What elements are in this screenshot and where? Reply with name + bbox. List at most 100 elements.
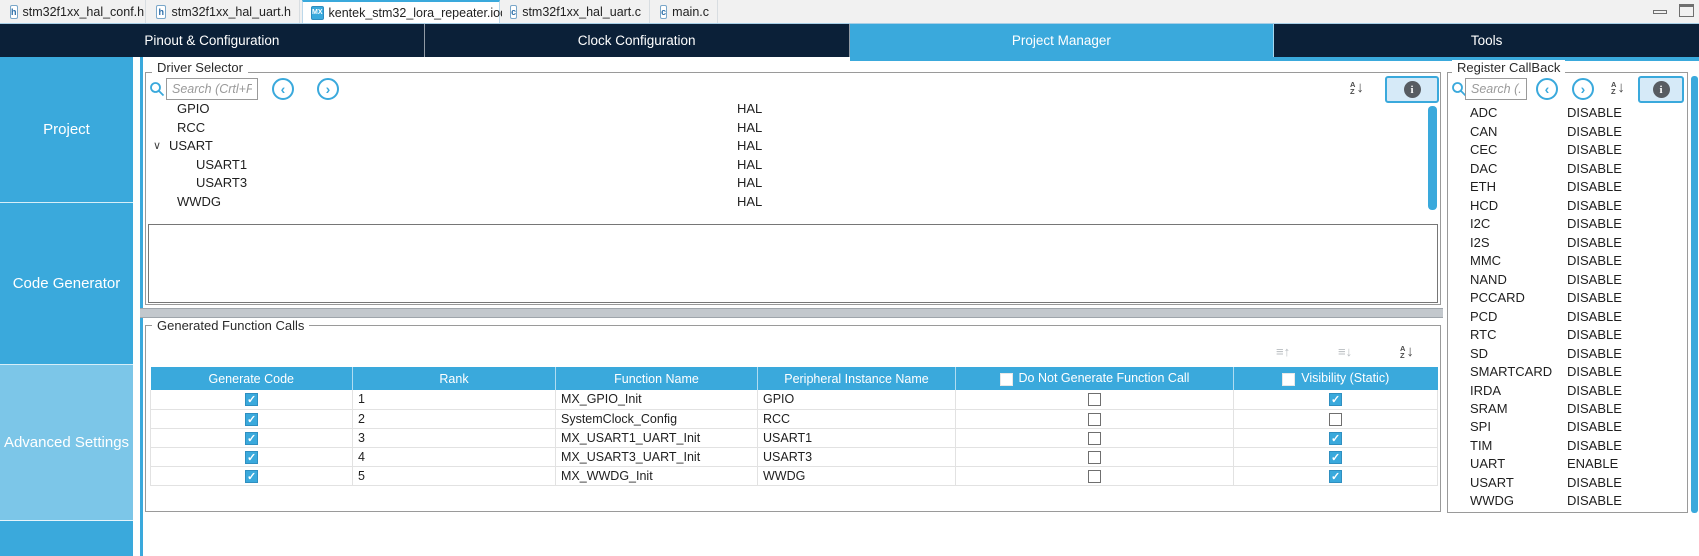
callback-value[interactable]: DISABLE xyxy=(1567,124,1622,139)
table-row: 2 SystemClock_Config RCC xyxy=(150,409,1438,429)
col-generate-code[interactable]: Generate Code xyxy=(150,367,353,390)
driver-list-scrollbar[interactable] xyxy=(1428,106,1437,210)
callback-value[interactable]: DISABLE xyxy=(1567,235,1622,250)
callback-value[interactable]: DISABLE xyxy=(1567,290,1622,305)
generate-code-checkbox[interactable] xyxy=(245,393,258,407)
callback-value[interactable]: DISABLE xyxy=(1567,438,1622,453)
driver-type[interactable]: HAL xyxy=(737,138,763,153)
move-up-icon[interactable]: ≡ ↑ xyxy=(1276,344,1291,359)
col-function-name[interactable]: Function Name xyxy=(555,367,758,390)
visibility-checkbox[interactable] xyxy=(1329,393,1342,407)
do-not-generate-checkbox[interactable] xyxy=(1088,469,1101,483)
driver-row-gpio[interactable]: GPIO HAL xyxy=(144,100,1424,118)
rank-cell[interactable]: 3 xyxy=(352,428,556,448)
editor-tab-main-c[interactable]: c main.c xyxy=(652,0,718,23)
rank-cell[interactable]: 1 xyxy=(352,390,556,410)
visibility-checkbox[interactable] xyxy=(1329,431,1342,445)
driver-row-rcc[interactable]: RCC HAL xyxy=(144,119,1424,137)
col-peripheral-instance-name[interactable]: Peripheral Instance Name xyxy=(757,367,956,390)
do-not-generate-checkbox[interactable] xyxy=(1088,431,1101,445)
tab-clock-configuration[interactable]: Clock Configuration xyxy=(425,24,850,57)
rank-cell[interactable]: 2 xyxy=(352,409,556,429)
tab-tools[interactable]: Tools xyxy=(1470,33,1503,48)
callback-value[interactable]: DISABLE xyxy=(1567,179,1622,194)
search-next-button[interactable]: › xyxy=(1572,78,1594,100)
function-name-cell[interactable]: MX_WWDG_Init xyxy=(555,466,758,486)
callback-value[interactable]: DISABLE xyxy=(1567,383,1622,398)
visibility-checkbox[interactable] xyxy=(1329,412,1342,426)
col-rank[interactable]: Rank xyxy=(352,367,556,390)
rank-cell[interactable]: 4 xyxy=(352,447,556,467)
generate-code-checkbox[interactable] xyxy=(245,450,258,464)
visibility-checkbox[interactable] xyxy=(1329,469,1342,483)
callback-value[interactable]: DISABLE xyxy=(1567,364,1622,379)
maximize-icon[interactable] xyxy=(1679,4,1694,17)
do-not-generate-checkbox[interactable] xyxy=(1088,412,1101,426)
callback-value[interactable]: DISABLE xyxy=(1567,475,1622,490)
editor-tab-hal-uart-c[interactable]: c stm32f1xx_hal_uart.c xyxy=(502,0,650,23)
callback-value[interactable]: DISABLE xyxy=(1567,272,1622,287)
callback-value[interactable]: DISABLE xyxy=(1567,327,1622,342)
callback-value[interactable]: DISABLE xyxy=(1567,142,1622,157)
driver-info-button[interactable]: i xyxy=(1385,76,1439,103)
driver-type[interactable]: HAL xyxy=(737,157,763,172)
register-callback-search-input[interactable] xyxy=(1465,78,1527,100)
sidebar-content-divider xyxy=(140,57,143,556)
sidebar-item-advanced-settings[interactable]: Advanced Settings xyxy=(0,365,133,521)
col-do-not-generate[interactable]: Do Not Generate Function Call xyxy=(955,367,1234,390)
minimize-icon[interactable] xyxy=(1653,10,1667,14)
register-info-button[interactable]: i xyxy=(1638,76,1684,103)
do-not-generate-checkbox[interactable] xyxy=(1088,450,1101,464)
callback-value[interactable]: DISABLE xyxy=(1567,161,1622,176)
driver-type[interactable]: HAL xyxy=(737,194,763,209)
driver-type[interactable]: HAL xyxy=(737,175,763,190)
editor-tab-hal-uart-h[interactable]: h stm32f1xx_hal_uart.h xyxy=(148,0,300,23)
callback-value[interactable]: DISABLE xyxy=(1567,493,1622,508)
col-visibility-static[interactable]: Visibility (Static) xyxy=(1233,367,1438,390)
driver-row-usart1[interactable]: USART1 HAL xyxy=(144,156,1424,174)
search-prev-button[interactable]: ‹ xyxy=(1536,78,1558,100)
driver-type[interactable]: HAL xyxy=(737,101,763,116)
driver-row-wwdg[interactable]: WWDG HAL xyxy=(144,193,1424,211)
function-name-cell[interactable]: MX_USART1_UART_Init xyxy=(555,428,758,448)
function-name-cell[interactable]: MX_USART3_UART_Init xyxy=(555,447,758,467)
search-prev-button[interactable]: ‹ xyxy=(272,78,294,100)
driver-row-usart3[interactable]: USART3 HAL xyxy=(144,174,1424,192)
editor-tab-hal-conf-h[interactable]: h stm32f1xx_hal_conf.h xyxy=(2,0,146,23)
driver-search-input[interactable] xyxy=(166,78,258,100)
generate-code-checkbox[interactable] xyxy=(245,469,258,483)
register-callback-scrollbar[interactable] xyxy=(1691,76,1698,513)
callback-value[interactable]: DISABLE xyxy=(1567,198,1622,213)
callback-value[interactable]: DISABLE xyxy=(1567,253,1622,268)
sidebar-item-code-generator[interactable]: Code Generator xyxy=(0,203,133,365)
callback-value[interactable]: DISABLE xyxy=(1567,419,1622,434)
editor-tab-ioc-active[interactable]: MX kentek_stm32_lora_repeater.ioc ✕ xyxy=(302,0,529,23)
header-checkbox-visibility[interactable] xyxy=(1282,372,1296,386)
header-checkbox-do-not-generate[interactable] xyxy=(999,372,1013,386)
driver-type[interactable]: HAL xyxy=(737,120,763,135)
callback-value[interactable]: DISABLE xyxy=(1567,346,1622,361)
move-down-icon[interactable]: ≡ ↓ xyxy=(1338,344,1353,359)
callback-value[interactable]: DISABLE xyxy=(1567,216,1622,231)
visibility-checkbox[interactable] xyxy=(1329,450,1342,464)
horizontal-splitter[interactable] xyxy=(140,308,1443,318)
callback-value[interactable]: DISABLE xyxy=(1567,105,1622,120)
search-next-button[interactable]: › xyxy=(317,78,339,100)
driver-row-usart[interactable]: ∨ USART HAL xyxy=(144,137,1424,155)
do-not-generate-checkbox[interactable] xyxy=(1088,393,1101,407)
callback-value[interactable]: DISABLE xyxy=(1567,401,1622,416)
tree-collapse-icon[interactable]: ∨ xyxy=(153,140,162,152)
rank-cell[interactable]: 5 xyxy=(352,466,556,486)
callback-value[interactable]: ENABLE xyxy=(1567,456,1619,471)
generate-code-checkbox[interactable] xyxy=(245,431,258,445)
function-name-cell[interactable]: SystemClock_Config xyxy=(555,409,758,429)
sidebar-item-project[interactable]: Project xyxy=(0,57,133,203)
callback-value[interactable]: DISABLE xyxy=(1567,309,1622,324)
tab-project-manager[interactable]: Project Manager xyxy=(849,24,1275,57)
tab-pinout-configuration[interactable]: Pinout & Configuration xyxy=(0,24,425,57)
function-name-cell[interactable]: MX_GPIO_Init xyxy=(555,390,758,410)
generate-code-checkbox[interactable] xyxy=(245,412,258,426)
